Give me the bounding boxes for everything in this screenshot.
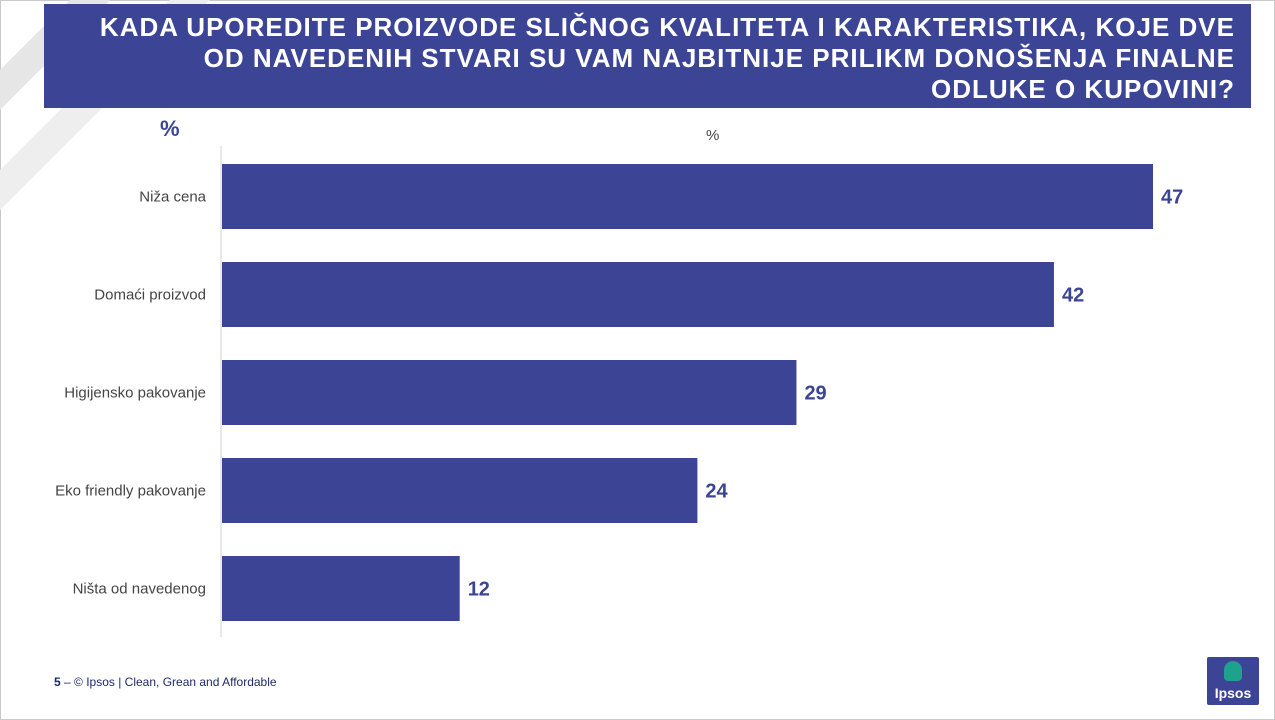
slide-title: KADA UPOREDITE PROIZVODE SLIČNOG KVALITE… xyxy=(99,12,1235,104)
page-number: 5 xyxy=(54,675,61,689)
footer: 5 – © Ipsos | Clean, Grean and Affordabl… xyxy=(54,675,277,689)
data-label: 47 xyxy=(1161,187,1183,209)
category-label: Niža cena xyxy=(139,189,206,206)
bar-chart: Niža cena 47 Domaći proizvod 42 Higijensko p… xyxy=(0,140,1275,650)
logo-text: Ipsos xyxy=(1214,685,1252,701)
ipsos-logo: Ipsos xyxy=(1207,657,1259,705)
category-label: Domaći proizvod xyxy=(94,287,206,304)
unit-label-left: % xyxy=(160,116,180,141)
footer-text: – © Ipsos | Clean, Grean and Affordable xyxy=(60,675,277,689)
category-label: Higijensko pakovanje xyxy=(64,385,206,402)
data-label: 29 xyxy=(804,383,826,405)
logo-bulb-icon xyxy=(1224,661,1242,681)
category-label: Eko friendly pakovanje xyxy=(55,483,206,500)
category-label: Ništa od navedenog xyxy=(73,581,206,598)
bar xyxy=(222,458,698,523)
unit-label-top: % xyxy=(706,127,720,144)
title-bar: KADA UPOREDITE PROIZVODE SLIČNOG KVALITE… xyxy=(44,4,1251,108)
bar-chart-svg: Niža cena 47 Domaći proizvod 42 Higijensko p… xyxy=(55,146,1183,637)
bar xyxy=(222,556,460,621)
data-label: 12 xyxy=(468,579,490,601)
bar xyxy=(222,262,1054,327)
bar xyxy=(222,360,797,425)
data-label: 24 xyxy=(705,481,728,503)
bar xyxy=(222,164,1153,229)
data-label: 42 xyxy=(1062,285,1084,307)
